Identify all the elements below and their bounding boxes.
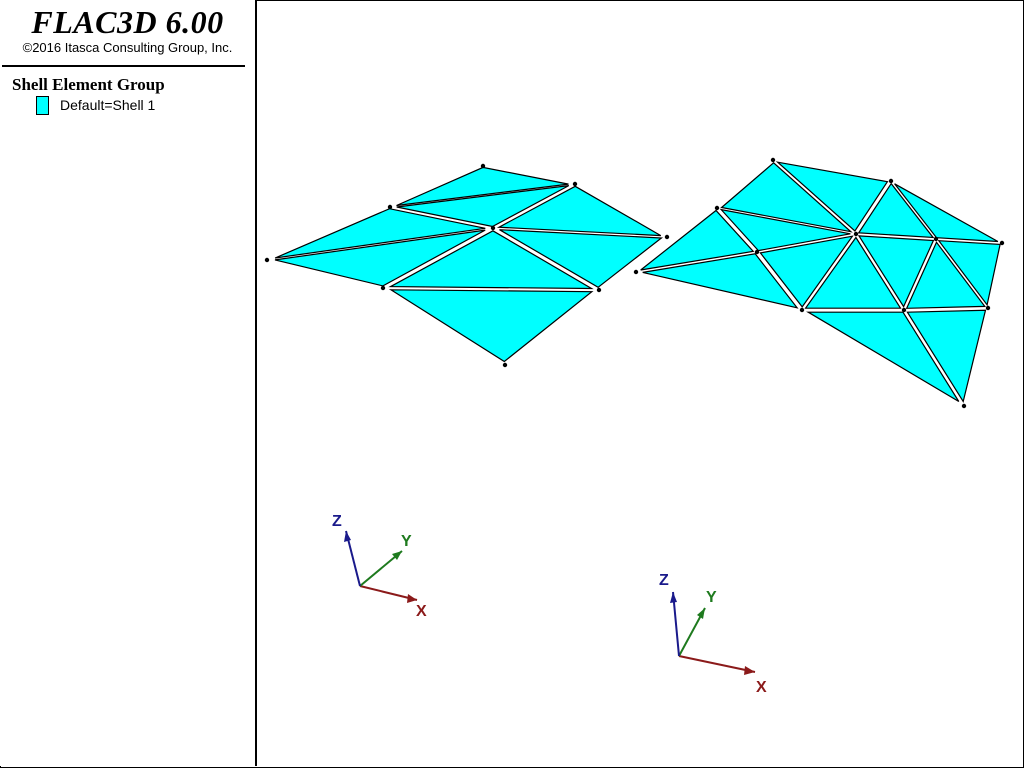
legend-divider — [2, 65, 245, 67]
shell-element-17[interactable] — [894, 183, 999, 243]
shell-node — [502, 362, 508, 368]
shell-element-15[interactable] — [804, 236, 902, 309]
model-viewport[interactable]: X Y Z X Y Z — [257, 1, 1022, 766]
shell-element-19[interactable] — [905, 241, 986, 309]
axis-x-label: X — [756, 679, 767, 696]
shell-node — [596, 287, 602, 293]
shell-element-13[interactable] — [719, 208, 851, 252]
shell-element-16[interactable] — [857, 182, 935, 239]
shell-node — [714, 205, 720, 211]
shell-element-18[interactable] — [857, 235, 935, 308]
shell-element-5[interactable] — [496, 185, 662, 237]
shell-node — [999, 240, 1005, 246]
shell-element-14[interactable] — [759, 235, 854, 308]
axis-y-head — [392, 551, 402, 560]
axis-z-label: Z — [659, 572, 669, 589]
axis-x-arrow — [678, 655, 756, 673]
axis-y-label: Y — [706, 589, 717, 606]
shell-elements — [274, 161, 1001, 404]
shell-node — [480, 163, 486, 169]
copyright-text: ©2016 Itasca Consulting Group, Inc. — [22, 40, 233, 55]
shell-element-12[interactable] — [775, 161, 889, 232]
shell-element-11[interactable] — [720, 162, 853, 233]
axis-z-label: Z — [332, 513, 342, 530]
shell-element-22[interactable] — [906, 309, 987, 404]
shell-node — [933, 236, 939, 242]
axis-x-head — [744, 666, 755, 675]
shell-element-2[interactable] — [274, 229, 486, 287]
shell-element-20[interactable] — [937, 240, 1001, 307]
legend-swatch — [36, 96, 49, 115]
shell-node — [853, 231, 859, 237]
axis-z-arrow — [672, 591, 680, 657]
app-title: FLAC3D 6.00 — [31, 4, 224, 40]
shell-node — [490, 225, 496, 231]
shell-node — [380, 285, 386, 291]
shell-element-21[interactable] — [806, 311, 960, 403]
axes-triad-1: X Y Z — [332, 513, 427, 620]
shell-node — [264, 257, 270, 263]
shell-node — [888, 178, 894, 184]
shell-nodes — [264, 157, 1005, 409]
axis-x-head — [407, 594, 417, 603]
shell-element-4[interactable] — [396, 185, 570, 228]
axis-y-label: Y — [401, 533, 412, 550]
shell-node — [664, 234, 670, 240]
legend-heading: Shell Element Group — [12, 75, 165, 94]
legend-entry-label: Default=Shell 1 — [60, 97, 156, 113]
shell-element-3[interactable] — [396, 166, 569, 207]
shell-element-10[interactable] — [642, 253, 799, 309]
shell-node — [901, 307, 907, 313]
shell-element-9[interactable] — [640, 209, 755, 271]
shell-element-8[interactable] — [388, 289, 594, 363]
axis-z-head — [344, 531, 351, 542]
axis-x-arrow — [359, 585, 418, 601]
shell-node — [633, 269, 639, 275]
shell-element-7[interactable] — [388, 230, 594, 290]
axis-z-head — [670, 592, 677, 603]
shell-node — [387, 204, 393, 210]
shell-node — [572, 181, 578, 187]
legend-panel: FLAC3D 6.00 ©2016 Itasca Consulting Grou… — [0, 0, 257, 766]
shell-node — [961, 403, 967, 409]
shell-element-1[interactable] — [274, 208, 486, 259]
shell-element-6[interactable] — [499, 229, 664, 289]
axes-triad-2: X Y Z — [659, 572, 767, 696]
shell-node — [799, 307, 805, 313]
model-canvas[interactable]: X Y Z X Y Z — [257, 1, 1022, 766]
shell-node — [754, 249, 760, 255]
shell-node — [985, 305, 991, 311]
shell-node — [770, 157, 776, 163]
axis-x-label: X — [416, 603, 427, 620]
axis-y-head — [697, 608, 705, 619]
